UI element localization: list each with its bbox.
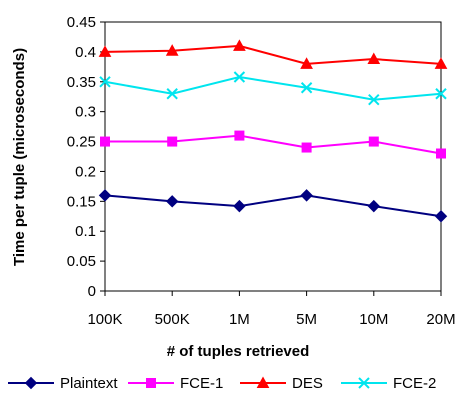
legend-marker-plaintext <box>24 376 38 390</box>
series-line-fce-2 <box>104 75 442 101</box>
legend-label: FCE-1 <box>180 375 223 392</box>
data-point-fce-2 <box>300 82 313 94</box>
legend: Plaintext FCE-1 DES FCE-2 <box>8 375 436 392</box>
data-point-des <box>233 39 246 51</box>
legend-marker-fce-1 <box>146 378 156 388</box>
data-point-des <box>434 57 448 69</box>
plot-area <box>104 21 442 292</box>
x-axis: 100K 500K 1M 5M 10M 20M <box>87 291 456 328</box>
data-point-fce-1 <box>301 142 312 153</box>
data-point-des <box>98 45 112 57</box>
legend-item-fce-2: FCE-2 <box>341 375 436 392</box>
data-point-fce-2 <box>166 88 178 100</box>
x-tick-label: 20M <box>426 311 455 328</box>
data-point-fce-1 <box>234 130 245 141</box>
legend-marker-des <box>256 376 270 388</box>
x-tick-label: 1M <box>229 311 250 328</box>
data-point-fce-2 <box>233 71 246 83</box>
data-point-plaintext <box>165 195 179 208</box>
data-point-plaintext <box>233 199 246 213</box>
y-axis: 0 0.05 0.1 0.15 0.2 0.25 0.3 0.35 0.4 0.45 <box>67 14 105 300</box>
legend-item-plaintext: Plaintext <box>8 375 118 392</box>
series-line-fce-1 <box>105 134 442 155</box>
x-tick-label: 500K <box>155 311 190 328</box>
data-point-fce-2 <box>435 88 447 100</box>
data-point-des <box>367 52 381 65</box>
data-point-plaintext <box>98 189 112 202</box>
y-tick-label: 0.35 <box>67 74 96 91</box>
data-point-plaintext <box>367 199 381 213</box>
y-tick-label: 0.25 <box>67 134 96 151</box>
data-point-des <box>300 57 313 69</box>
legend-item-des: DES <box>240 375 323 392</box>
x-tick-label: 100K <box>87 311 122 328</box>
y-axis-title: Time per tuple (microseconds) <box>11 48 28 266</box>
data-point-plaintext <box>434 210 448 223</box>
x-axis-title: # of tuples retrieved <box>167 343 310 360</box>
series-layer <box>98 39 448 223</box>
legend-label: DES <box>292 375 323 392</box>
x-tick-label: 10M <box>359 311 388 328</box>
y-tick-label: 0.3 <box>75 104 96 121</box>
legend-label: FCE-2 <box>393 375 436 392</box>
data-point-fce-1 <box>436 148 446 159</box>
legend-label: Plaintext <box>60 375 118 392</box>
data-point-plaintext <box>300 189 313 202</box>
y-tick-label: 0.1 <box>75 223 96 240</box>
y-tick-label: 0 <box>88 283 96 300</box>
y-tick-label: 0.15 <box>67 193 96 210</box>
y-tick-label: 0.05 <box>67 253 96 270</box>
data-point-fce-1 <box>100 136 110 147</box>
data-point-fce-2 <box>368 94 380 106</box>
series-line-des <box>104 44 442 65</box>
data-point-des <box>165 44 179 56</box>
data-point-fce-2 <box>99 76 111 88</box>
series-line-plaintext <box>104 194 442 218</box>
legend-marker-fce-2 <box>358 377 370 389</box>
x-tick-label: 5M <box>296 311 317 328</box>
y-tick-label: 0.4 <box>75 44 96 61</box>
legend-item-fce-1: FCE-1 <box>128 375 223 392</box>
y-tick-label: 0.45 <box>67 14 96 31</box>
y-tick-label: 0.2 <box>75 163 96 180</box>
data-point-fce-1 <box>167 136 178 147</box>
data-point-fce-1 <box>368 136 379 147</box>
